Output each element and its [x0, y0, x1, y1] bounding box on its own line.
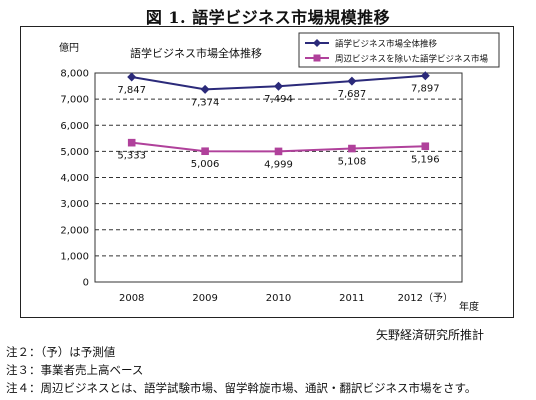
legend-entry: 語学ビジネス市場全体推移: [335, 39, 438, 50]
legend-box: [298, 32, 500, 68]
y-tick-label: 0: [83, 278, 89, 289]
legend-entry: 周辺ビジネスを除いた語学ビジネス市場: [335, 54, 489, 65]
data-point: [348, 144, 356, 153]
x-tick-label: 2012（予）: [398, 292, 453, 304]
data-point: [420, 71, 430, 81]
chart-title: 語学ビジネス市場全体推移: [130, 46, 262, 60]
data-label: 7,374: [191, 97, 220, 108]
y-tick-label: 3,000: [60, 199, 89, 210]
line-chart: 億円 語学ビジネス市場全体推移 年度 0 1,000 2,000 3,000 4,000…: [59, 32, 500, 313]
data-point: [127, 138, 136, 147]
data-point: [200, 84, 210, 94]
x-tick-label: 2010: [266, 293, 291, 304]
data-label: 5,196: [411, 154, 440, 165]
data-point: [201, 147, 209, 156]
y-tick-label: 4,000: [60, 173, 89, 184]
y-tick-label: 6,000: [60, 121, 89, 132]
legend-marker: [313, 54, 321, 62]
data-label: 5,333: [117, 151, 146, 162]
footnote-4: 注４：周辺ビジネスとは、語学試験市場、留学斡旋市場、通訳・翻訳ビジネス市場をさす…: [6, 381, 477, 395]
y-tick-label: 1,000: [60, 251, 89, 262]
x-axis-unit-label: 年度: [459, 300, 479, 313]
data-label: 7,494: [264, 94, 293, 105]
data-point: [274, 81, 283, 91]
y-tick-label: 8,000: [60, 69, 89, 80]
x-tick-label: 2011: [339, 293, 364, 304]
legend-marker: [313, 39, 321, 47]
data-point: [421, 142, 430, 151]
data-point: [347, 76, 357, 86]
data-point: [274, 147, 283, 156]
y-tick-label: 7,000: [60, 95, 89, 106]
data-label: 7,897: [411, 84, 440, 95]
data-label: 5,006: [191, 159, 220, 170]
source-credit: 矢野経済研究所推計: [375, 328, 484, 342]
y-axis-unit-label: 億円: [59, 41, 79, 54]
y-tick-label: 5,000: [60, 147, 89, 158]
data-label: 7,687: [338, 89, 367, 100]
data-label: 7,847: [117, 85, 146, 96]
x-tick-label: 2008: [119, 293, 144, 304]
data-label: 5,108: [338, 157, 367, 168]
data-label: 4,999: [264, 159, 293, 170]
chart-frame: 億円 語学ビジネス市場全体推移 年度 0 1,000 2,000 3,000 4,000…: [20, 26, 514, 318]
data-point: [127, 72, 137, 82]
footnote-2: 注２：（予）は予測値: [6, 345, 116, 359]
y-tick-label: 2,000: [60, 225, 89, 236]
figure-title: 図 1. 語学ビジネス市場規模推移: [145, 8, 391, 27]
footnote-3: 注３：事業者売上高ベース: [6, 363, 144, 377]
x-tick-label: 2009: [192, 293, 217, 304]
